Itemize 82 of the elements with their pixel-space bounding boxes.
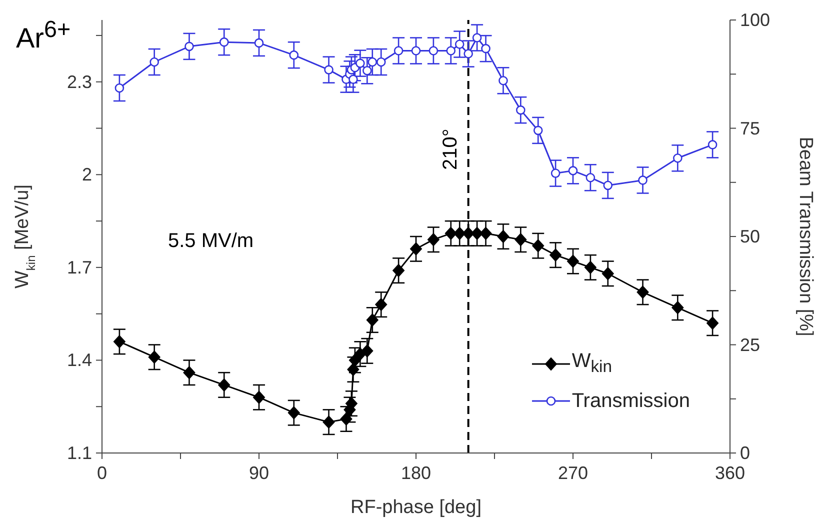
point [584, 260, 596, 274]
y2-axis-title: Beam Transmission [%] [795, 136, 816, 336]
point [183, 366, 196, 380]
x-tick-label: 270 [558, 463, 588, 483]
point [638, 176, 648, 185]
y2-tick-label: 0 [740, 443, 750, 463]
point [340, 412, 352, 426]
point [254, 38, 264, 48]
point [375, 298, 388, 312]
point [322, 416, 335, 429]
point [602, 267, 614, 280]
point [368, 57, 378, 67]
point [514, 233, 527, 246]
legend-label: W$_{kin}$ [572, 349, 612, 378]
y-tick-label: 1.7 [66, 257, 92, 278]
point [708, 140, 718, 150]
point [428, 46, 438, 56]
point [568, 166, 578, 176]
point [636, 286, 649, 299]
point [464, 49, 473, 58]
y2-tick-label: 50 [740, 226, 760, 246]
point [113, 335, 126, 348]
point [324, 65, 334, 74]
point [148, 350, 160, 364]
y-tick-label: 1.4 [66, 350, 92, 370]
point [184, 42, 194, 52]
point [410, 242, 422, 256]
point [392, 264, 405, 278]
point [672, 301, 684, 314]
point [444, 226, 457, 240]
y-tick-label: 2.3 [66, 72, 92, 92]
ref-line-label: 210° [439, 128, 462, 170]
point [480, 226, 492, 240]
point [462, 226, 474, 240]
y2-tick-label: 25 [740, 334, 760, 355]
point [427, 233, 440, 246]
point [288, 406, 300, 420]
point [567, 254, 579, 268]
point [362, 66, 372, 76]
point [454, 40, 464, 49]
point [472, 33, 482, 42]
point [532, 239, 544, 252]
point [361, 344, 374, 358]
chart-title: Ar$^{6+}$ [16, 16, 71, 54]
point [586, 172, 596, 182]
point [603, 180, 613, 190]
point [454, 226, 466, 240]
x-tick-label: 360 [714, 463, 746, 483]
point [253, 390, 265, 404]
point [411, 46, 421, 56]
x-tick-label: 90 [248, 463, 270, 483]
annotation: 5.5 MV/m [168, 230, 254, 253]
point [218, 378, 230, 392]
point [394, 46, 404, 56]
y-tick-label: 1.1 [66, 443, 92, 463]
y2-tick-label: 100 [740, 10, 770, 30]
point [446, 46, 456, 56]
point [533, 126, 543, 136]
point [481, 44, 490, 54]
point [376, 57, 386, 67]
point [347, 362, 360, 376]
point [289, 50, 299, 60]
x-tick-label: 0 [96, 463, 108, 483]
point [498, 76, 508, 86]
point [348, 74, 358, 84]
y-tick-label: 2 [82, 164, 92, 185]
point [706, 316, 719, 330]
x-axis-title: RF-phase [deg] [350, 497, 482, 518]
point [219, 37, 229, 47]
y2-tick-label: 75 [740, 118, 760, 138]
point [471, 226, 484, 240]
point [114, 83, 124, 93]
point [516, 105, 526, 115]
point [550, 248, 562, 262]
point [497, 230, 510, 243]
point [150, 57, 159, 67]
x-tick-label: 180 [400, 463, 432, 483]
point [550, 168, 560, 178]
legend-label: Transmission [572, 389, 690, 414]
point [366, 314, 378, 327]
point [356, 58, 365, 68]
point [673, 153, 682, 163]
